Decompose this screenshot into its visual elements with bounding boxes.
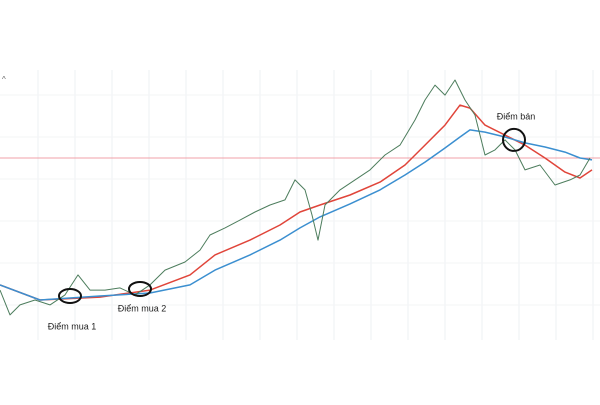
annotation-circle: [502, 127, 526, 152]
annotation-label: Điểm bán: [497, 111, 536, 121]
annotation-circle: [128, 280, 152, 297]
collapse-icon: ^: [2, 75, 6, 84]
price-series: [0, 79, 591, 316]
moving-average: [0, 104, 593, 301]
annotation-circle: [58, 287, 82, 304]
annotation-label: Điểm mua 1: [48, 321, 97, 331]
annotation-label: Điểm mua 2: [118, 303, 167, 313]
moving-average: [0, 129, 593, 301]
